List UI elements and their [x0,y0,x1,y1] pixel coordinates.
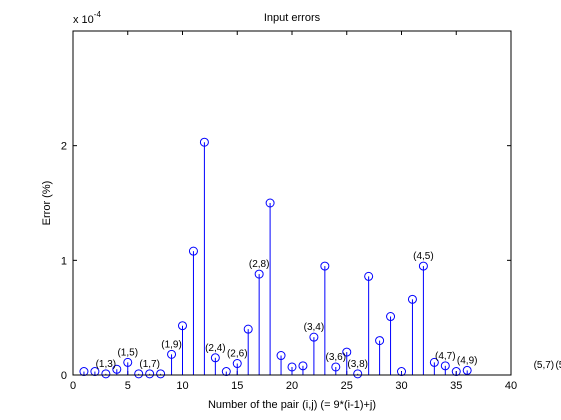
pair-annotation: (2,6) [227,349,248,360]
pair-annotation: (5,7) [534,360,555,371]
pair-annotation: (3,6) [326,352,347,363]
stem-marker [101,369,111,379]
pair-annotation: (1,3) [96,359,117,370]
stem-marker [429,357,439,367]
pair-annotation: (3,4) [304,322,325,333]
x-tick-label: 40 [505,380,517,392]
x-tick-label: 10 [176,380,188,392]
x-tick-label: 5 [125,380,131,392]
stem-marker [276,351,286,361]
stem-marker [167,349,177,359]
stem-marker [90,367,100,377]
stem-marker [462,365,472,375]
y-scale-factor-base: x 10 [73,14,94,26]
stem-marker [407,294,417,304]
stem-marker [418,261,428,271]
x-tick-label: 35 [450,380,462,392]
stem-marker [178,321,187,331]
stem-marker [210,353,220,363]
y-scale-factor-exponent: -4 [94,10,102,19]
pair-annotation: (3,8) [347,359,368,370]
plot-area [73,31,511,375]
stem-marker [232,359,242,369]
annotations: (1,3)(1,5)(1,7)(1,9) (2,4)(2,6) (2,8) (3,4)… [96,251,561,371]
chart-title: Input errors [264,12,321,24]
stem-marker [342,347,352,357]
x-tick-label: 15 [231,380,243,392]
axes: 0 5 10 15 20 25 30 35 40 0 1 2 [61,31,517,392]
pair-annotation: (4,7) [435,351,456,362]
stem-marker [375,336,385,346]
stem-marker [79,367,89,377]
stem-marker [265,198,275,208]
pair-annotation: (5,9) [555,360,561,371]
stem-marker [298,361,308,371]
stems [79,137,472,379]
plot-frame [72,30,512,376]
stem-marker [243,324,253,334]
stem-marker [397,367,406,377]
pair-annotation: (2,4) [205,343,226,354]
stem-marker [287,362,297,372]
pair-annotation: (4,5) [413,251,434,262]
pair-annotation: (4,9) [457,355,478,366]
stem-marker [199,137,209,147]
stem-marker [221,367,231,377]
y-tick-label: 1 [61,255,67,267]
y-tick-label: 0 [61,370,67,382]
stem-marker [123,357,133,367]
y-tick-label: 2 [61,141,67,153]
stem-marker [145,369,155,379]
y-scale-factor: x 10-4 [73,10,101,26]
pair-annotation: (1,5) [117,347,138,358]
stem-marker [320,261,330,271]
x-tick-label: 20 [286,380,298,392]
stem-marker [386,312,396,322]
x-tick-label: 0 [70,380,76,392]
x-tick-label: 30 [395,380,407,392]
x-axis-label: Number of the pair (i,j) (= 9*(i-1)+j) [208,399,376,411]
stem-marker [353,369,363,379]
stem-marker [254,269,264,279]
pair-annotation: (1,7) [139,359,160,370]
stem-marker [134,369,144,379]
stem-marker [440,361,450,371]
x-tick-label: 25 [341,380,353,392]
stem-marker [156,369,166,379]
stem-marker [331,362,341,372]
stem-marker [451,367,461,377]
y-axis-label: Error (%) [41,181,53,226]
pair-annotation: (1,9) [161,339,182,350]
stem-marker [364,271,374,281]
stem-marker [309,332,319,342]
stem-marker [112,364,122,374]
stem-marker [188,246,198,256]
pair-annotation: (2,8) [249,259,270,270]
